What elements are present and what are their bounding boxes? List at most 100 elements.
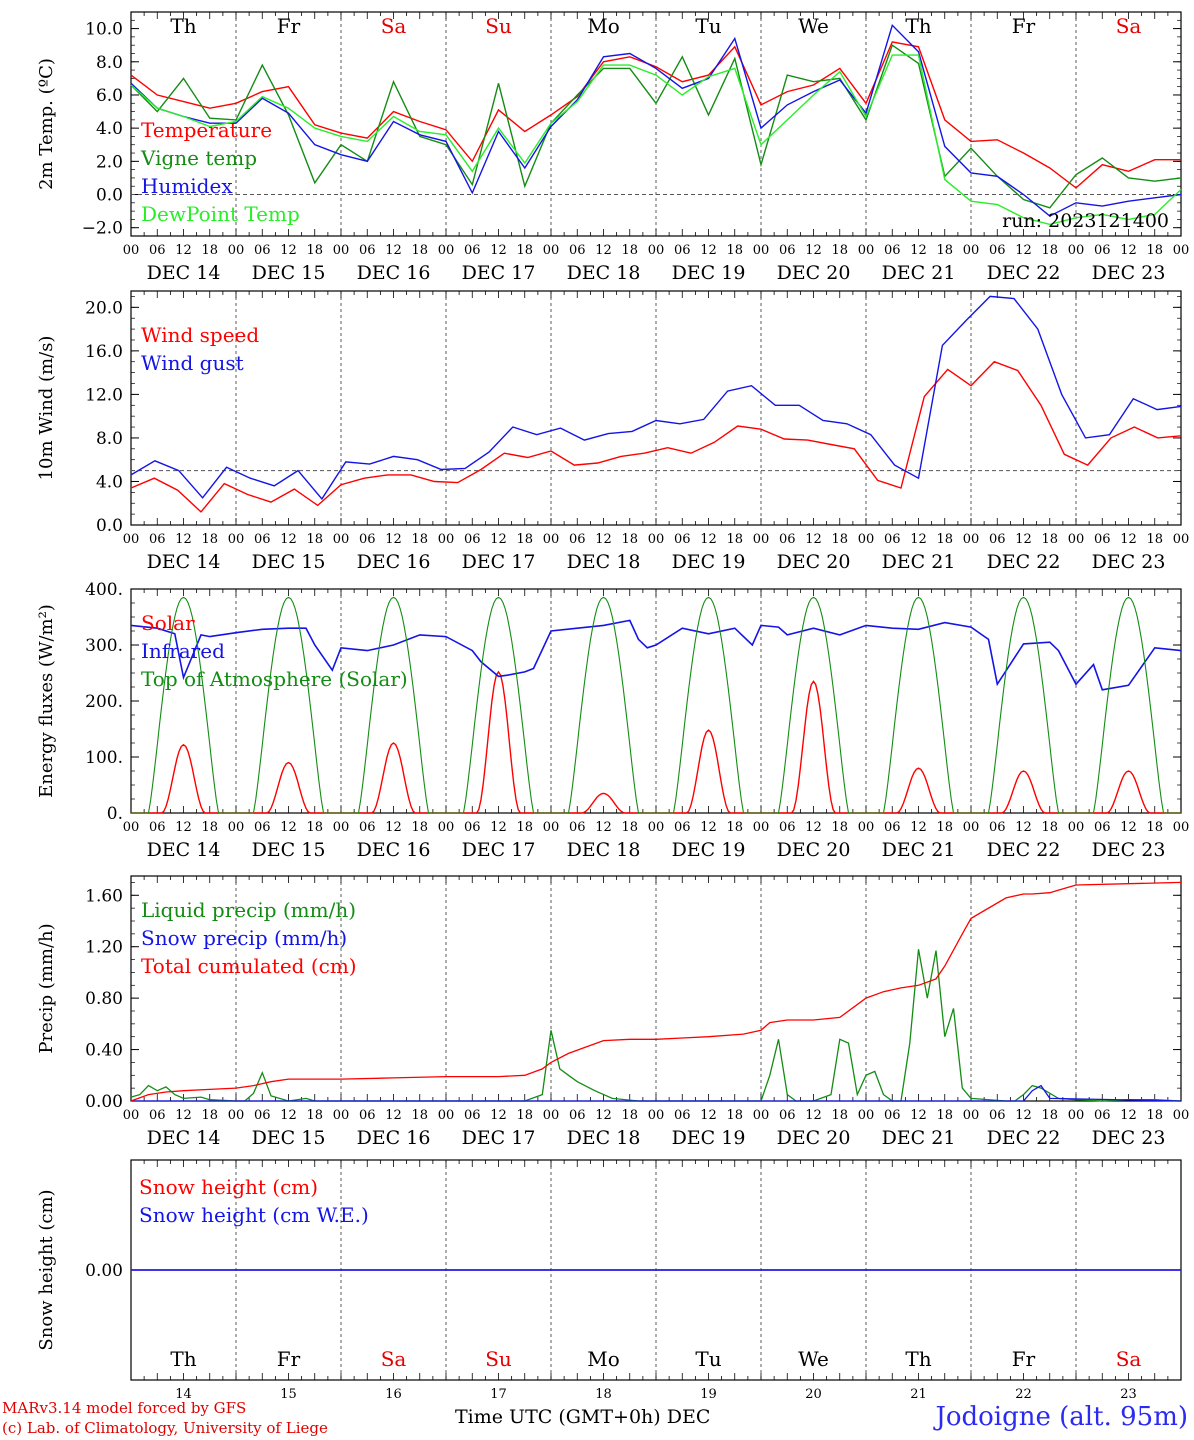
y-tick-label: 0.40 <box>85 1041 123 1061</box>
day-number: 21 <box>910 1387 927 1402</box>
hour-tick-label: 00 <box>438 243 455 258</box>
panel-3 <box>130 588 1182 814</box>
date-label: DEC 19 <box>672 1127 746 1149</box>
date-label: DEC 17 <box>462 262 536 284</box>
hour-tick-label: 00 <box>333 532 350 547</box>
hour-tick-label: 18 <box>306 1108 323 1123</box>
date-label: DEC 20 <box>777 551 851 573</box>
hour-tick-label: 18 <box>621 532 638 547</box>
y-tick-label: 20.0 <box>85 298 123 318</box>
date-label: DEC 17 <box>462 551 536 573</box>
day-name-bottom: Th <box>170 1347 196 1371</box>
hour-tick-label: 00 <box>438 820 455 835</box>
hour-tick-label: 12 <box>490 532 507 547</box>
y-tick-label: 0.0 <box>96 516 123 536</box>
date-label: DEC 18 <box>567 262 641 284</box>
series-snow-precip-mm-h <box>131 1084 1182 1102</box>
date-label: DEC 14 <box>147 551 221 573</box>
hour-tick-label: 12 <box>805 1108 822 1123</box>
date-label: DEC 21 <box>882 1127 956 1149</box>
y-tick-label: 0.80 <box>85 989 123 1009</box>
date-label: DEC 19 <box>672 262 746 284</box>
day-name-bottom: Mo <box>587 1347 620 1371</box>
hour-tick-label: 12 <box>280 820 297 835</box>
date-label: DEC 16 <box>357 262 431 284</box>
hour-tick-label: 12 <box>385 243 402 258</box>
hour-tick-label: 06 <box>254 532 271 547</box>
hour-tick-label: 06 <box>254 1108 271 1123</box>
hour-tick-label: 00 <box>648 820 665 835</box>
series-total-cumulated-cm <box>130 881 1182 1102</box>
hour-tick-label: 00 <box>1173 1108 1190 1123</box>
hour-tick-label: 06 <box>989 820 1006 835</box>
y-tick-label: −2.0 <box>82 219 123 239</box>
day-name-top: Th <box>170 14 196 38</box>
hour-tick-label: 12 <box>1120 820 1137 835</box>
date-label: DEC 22 <box>987 1127 1061 1149</box>
hour-tick-label: 00 <box>228 243 245 258</box>
day-name-top: Sa <box>1116 14 1142 38</box>
hour-tick-label: 18 <box>1146 243 1163 258</box>
hour-tick-label: 06 <box>149 243 166 258</box>
legend-entry: Humidex <box>141 174 233 198</box>
y-tick-label: 100. <box>85 748 123 768</box>
hour-tick-label: 18 <box>831 532 848 547</box>
y-tick-label: 8.0 <box>96 429 123 449</box>
date-label: DEC 19 <box>672 551 746 573</box>
hour-tick-label: 18 <box>936 532 953 547</box>
series-humidex <box>130 23 1182 217</box>
hour-tick-label: 06 <box>464 1108 481 1123</box>
hour-tick-label: 06 <box>989 243 1006 258</box>
hour-tick-label: 18 <box>516 820 533 835</box>
y-tick-label: 0. <box>107 804 123 824</box>
hour-tick-label: 18 <box>1146 1108 1163 1123</box>
hour-tick-label: 00 <box>858 820 875 835</box>
hour-tick-label: 06 <box>254 243 271 258</box>
hour-tick-label: 18 <box>726 243 743 258</box>
y-axis-label: 2m Temp. (ºC) <box>36 58 57 190</box>
hour-tick-label: 06 <box>569 243 586 258</box>
day-number: 19 <box>700 1387 717 1402</box>
hour-tick-label: 18 <box>411 243 428 258</box>
hour-tick-label: 00 <box>228 532 245 547</box>
hour-tick-label: 06 <box>674 532 691 547</box>
y-tick-label: 4.0 <box>96 119 123 139</box>
hour-tick-label: 06 <box>674 820 691 835</box>
y-axis-label: Energy fluxes (W/m²) <box>36 604 57 798</box>
hour-tick-label: 00 <box>963 820 980 835</box>
hour-tick-label: 06 <box>884 532 901 547</box>
hour-tick-label: 06 <box>1094 243 1111 258</box>
date-label: DEC 14 <box>147 262 221 284</box>
hour-tick-label: 12 <box>385 820 402 835</box>
y-tick-label: 0.00 <box>85 1261 123 1281</box>
hour-tick-label: 18 <box>831 1108 848 1123</box>
date-label: DEC 21 <box>882 551 956 573</box>
hour-tick-label: 00 <box>1068 820 1085 835</box>
hour-tick-label: 12 <box>595 532 612 547</box>
date-label: DEC 23 <box>1092 1127 1166 1149</box>
hour-tick-label: 00 <box>1068 1108 1085 1123</box>
hour-tick-label: 06 <box>359 243 376 258</box>
hour-tick-label: 18 <box>936 820 953 835</box>
hour-tick-label: 00 <box>753 243 770 258</box>
hour-tick-label: 12 <box>490 1108 507 1123</box>
date-label: DEC 20 <box>777 839 851 861</box>
day-number: 20 <box>805 1387 822 1402</box>
y-tick-label: 0.0 <box>96 186 123 206</box>
hour-tick-label: 12 <box>1015 532 1032 547</box>
location-label: Jodoigne (alt. 95m) <box>935 1402 1188 1432</box>
hour-tick-label: 12 <box>1120 532 1137 547</box>
hour-tick-label: 06 <box>569 532 586 547</box>
hour-tick-label: 18 <box>201 243 218 258</box>
day-number: 18 <box>595 1387 612 1402</box>
series-infrared <box>130 619 1182 691</box>
hour-tick-label: 12 <box>1015 820 1032 835</box>
run-label: run: 2023121400 <box>1002 210 1169 232</box>
hour-tick-label: 12 <box>1120 1108 1137 1123</box>
y-axis-label: Snow height (cm) <box>36 1189 57 1350</box>
date-label: DEC 16 <box>357 551 431 573</box>
hour-tick-label: 12 <box>175 243 192 258</box>
legend-entry: Temperature <box>141 118 272 142</box>
hour-tick-label: 12 <box>805 243 822 258</box>
